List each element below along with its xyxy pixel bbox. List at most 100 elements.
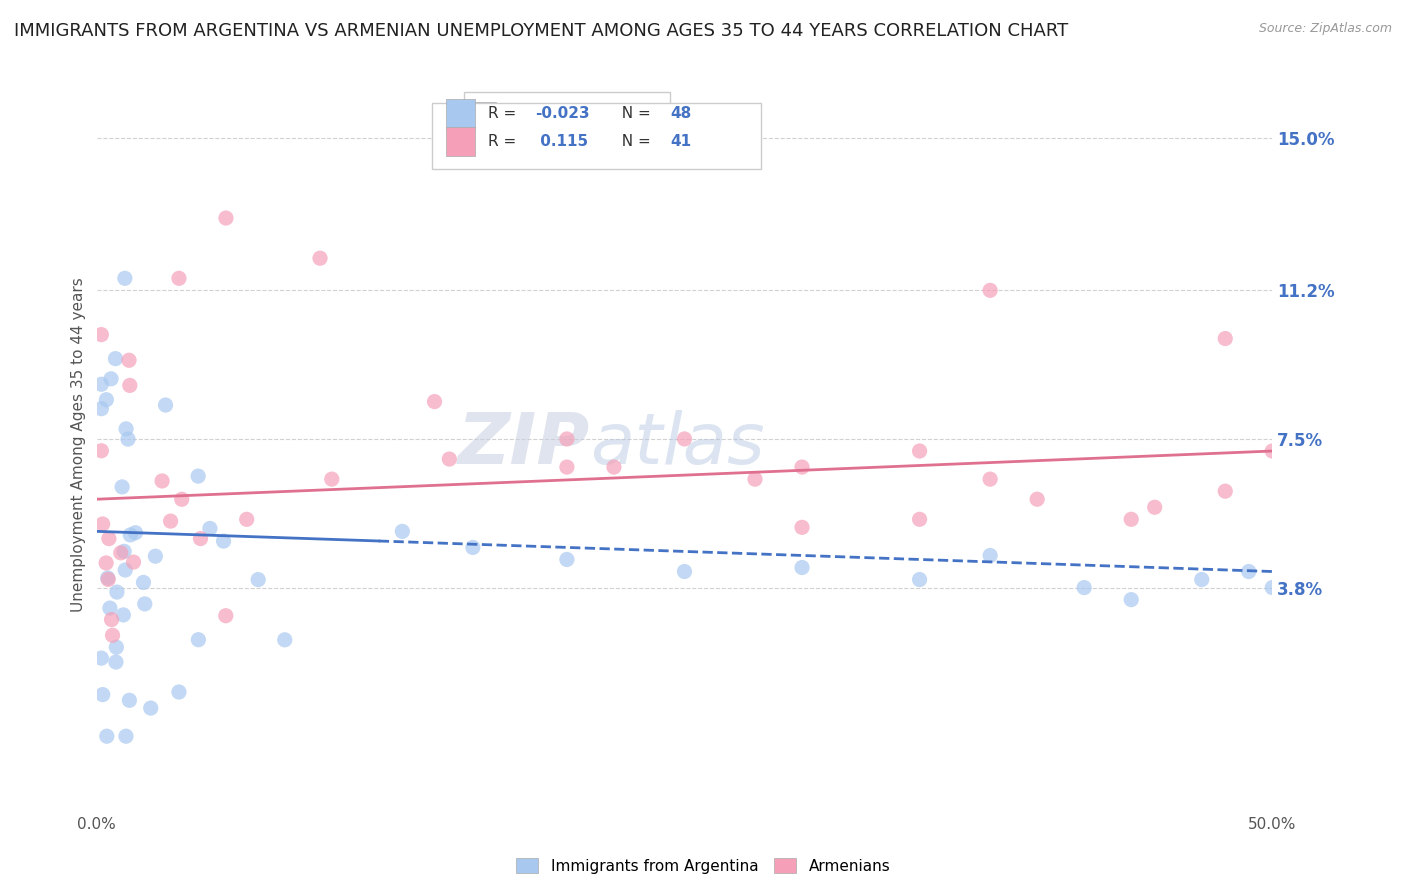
- Point: [603, 460, 626, 475]
- Point: [114, 271, 136, 285]
- Point: [187, 632, 209, 647]
- Point: [274, 632, 297, 647]
- Point: [908, 512, 931, 526]
- Point: [979, 549, 1001, 563]
- Point: [90, 377, 112, 392]
- Point: [198, 521, 221, 535]
- Point: [150, 474, 173, 488]
- Text: atlas: atlas: [591, 410, 765, 480]
- Point: [673, 565, 696, 579]
- Point: [321, 472, 343, 486]
- Text: Source: ZipAtlas.com: Source: ZipAtlas.com: [1258, 22, 1392, 36]
- Text: R =: R =: [488, 134, 522, 149]
- Point: [167, 271, 190, 285]
- Point: [1213, 332, 1236, 346]
- Text: 41: 41: [671, 134, 692, 149]
- Point: [90, 443, 112, 458]
- Point: [90, 401, 112, 416]
- Text: N =: N =: [612, 134, 655, 149]
- Point: [101, 628, 124, 642]
- Point: [1026, 492, 1049, 507]
- Point: [118, 378, 141, 392]
- Point: [167, 685, 190, 699]
- Point: [118, 353, 141, 368]
- Point: [979, 283, 1001, 297]
- Point: [190, 532, 212, 546]
- Point: [247, 573, 270, 587]
- Point: [91, 516, 114, 531]
- Point: [104, 351, 127, 366]
- Point: [555, 432, 578, 446]
- Point: [97, 573, 120, 587]
- Point: [114, 563, 136, 577]
- Point: [744, 472, 766, 486]
- Text: -0.023: -0.023: [536, 106, 589, 121]
- Point: [97, 571, 120, 585]
- Point: [100, 613, 122, 627]
- Point: [555, 552, 578, 566]
- FancyBboxPatch shape: [432, 103, 761, 169]
- Point: [124, 525, 146, 540]
- Point: [439, 452, 461, 467]
- Point: [1237, 565, 1260, 579]
- Point: [91, 688, 114, 702]
- Text: ZIP: ZIP: [458, 410, 591, 480]
- Point: [115, 729, 138, 743]
- Point: [112, 544, 135, 558]
- Text: 0.115: 0.115: [536, 134, 588, 149]
- Point: [979, 472, 1001, 486]
- FancyBboxPatch shape: [446, 127, 475, 156]
- Point: [117, 432, 139, 446]
- Point: [1073, 581, 1095, 595]
- Point: [105, 585, 128, 599]
- Y-axis label: Unemployment Among Ages 35 to 44 years: Unemployment Among Ages 35 to 44 years: [72, 277, 86, 613]
- Point: [790, 520, 813, 534]
- Point: [90, 327, 112, 342]
- Point: [118, 693, 141, 707]
- Point: [212, 534, 235, 549]
- Legend: R = −0.023  N = 48, R =   0.115  N = 41: R = −0.023 N = 48, R = 0.115 N = 41: [464, 93, 669, 156]
- Point: [97, 532, 120, 546]
- Point: [1143, 500, 1166, 515]
- Point: [461, 541, 484, 555]
- Point: [908, 573, 931, 587]
- Point: [309, 251, 332, 265]
- Point: [132, 575, 155, 590]
- Text: 48: 48: [671, 106, 692, 121]
- Point: [145, 549, 167, 564]
- Point: [159, 514, 181, 528]
- Point: [215, 211, 238, 225]
- Point: [1191, 573, 1213, 587]
- Point: [90, 651, 112, 665]
- Point: [122, 555, 145, 569]
- Point: [423, 394, 446, 409]
- Point: [96, 392, 118, 407]
- Point: [100, 372, 122, 386]
- Point: [111, 480, 134, 494]
- Point: [1213, 484, 1236, 499]
- Point: [104, 655, 127, 669]
- Point: [235, 512, 257, 526]
- Legend: Immigrants from Argentina, Armenians: Immigrants from Argentina, Armenians: [509, 852, 897, 880]
- Point: [187, 469, 209, 483]
- Point: [105, 640, 128, 655]
- Point: [112, 607, 135, 622]
- Text: R =: R =: [488, 106, 522, 121]
- Point: [98, 601, 121, 615]
- Point: [96, 729, 118, 743]
- Text: N =: N =: [612, 106, 655, 121]
- Point: [134, 597, 156, 611]
- Point: [94, 556, 117, 570]
- Point: [115, 422, 138, 436]
- Point: [1121, 512, 1143, 526]
- Point: [120, 528, 142, 542]
- Point: [110, 546, 132, 560]
- Point: [155, 398, 177, 412]
- Point: [139, 701, 162, 715]
- FancyBboxPatch shape: [446, 99, 475, 128]
- Point: [1261, 581, 1284, 595]
- Point: [1121, 592, 1143, 607]
- Point: [215, 608, 238, 623]
- Point: [555, 460, 578, 475]
- Point: [1261, 444, 1284, 458]
